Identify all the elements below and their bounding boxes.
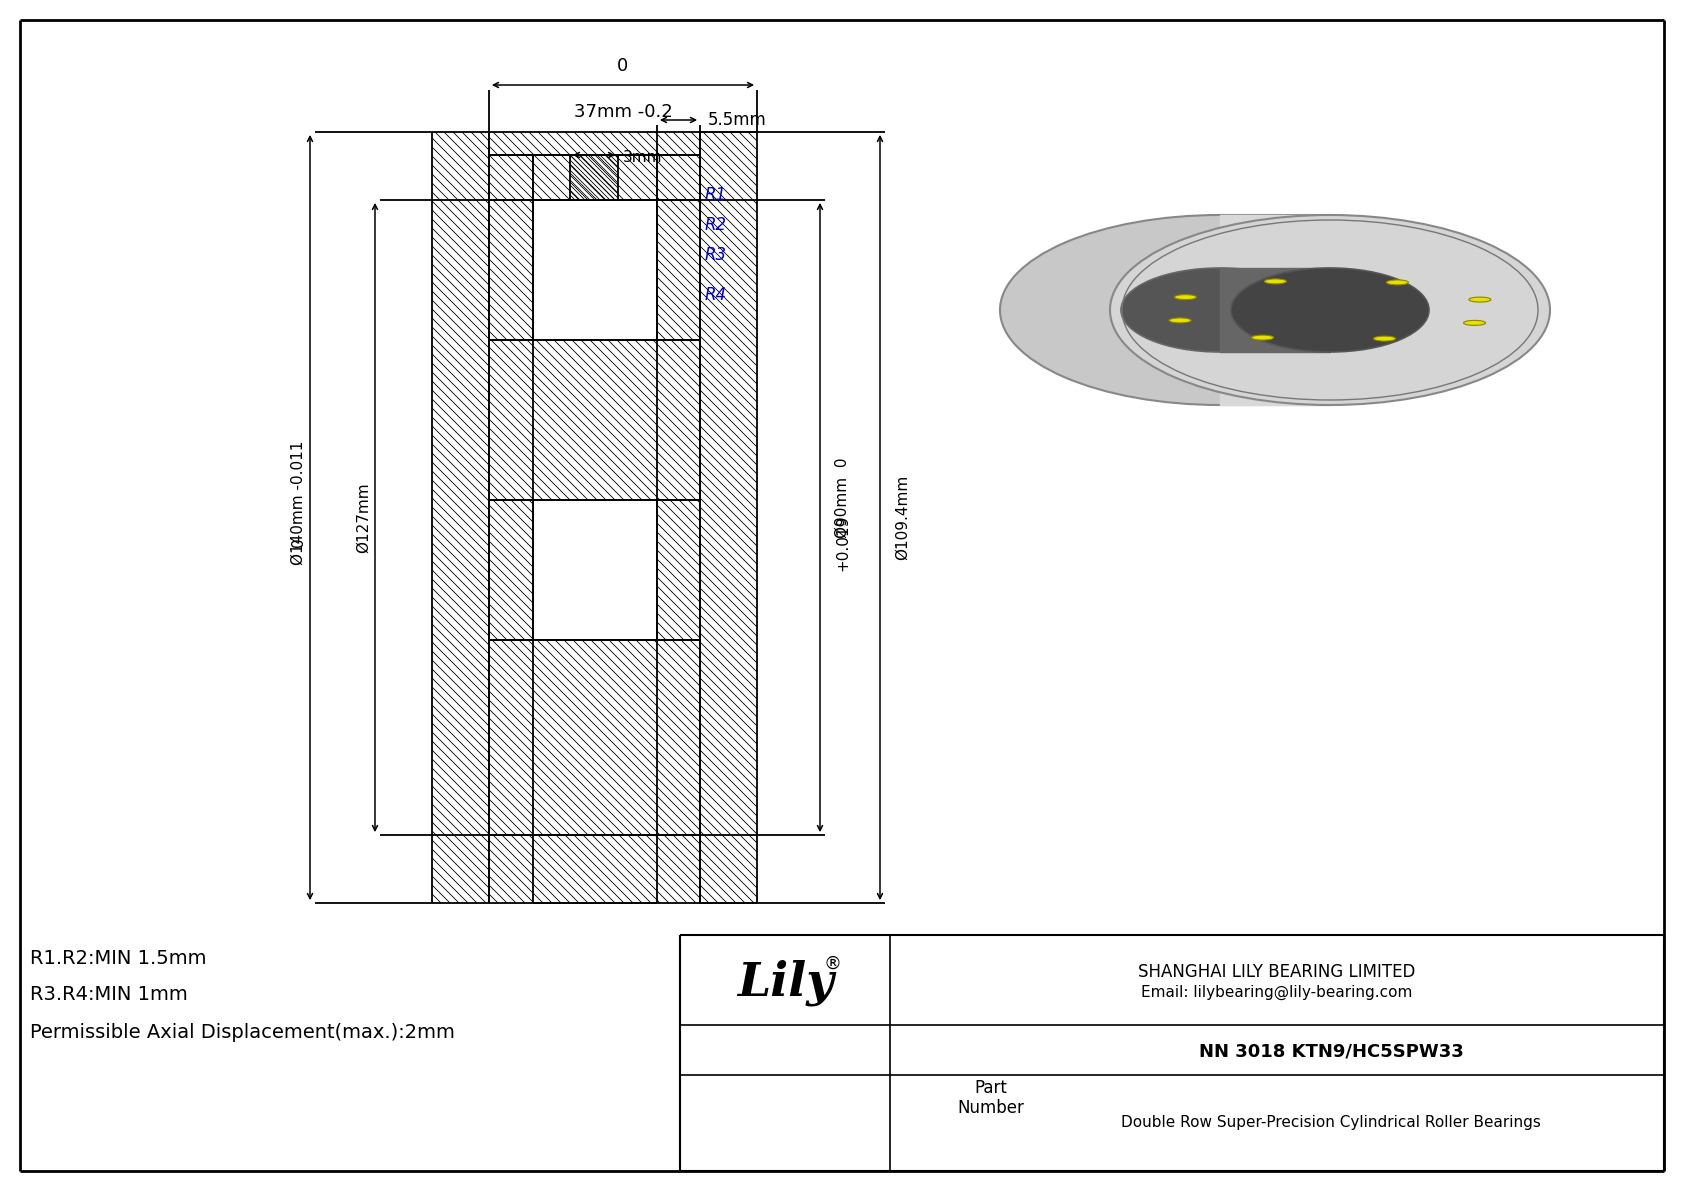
Text: SHANGHAI LILY BEARING LIMITED: SHANGHAI LILY BEARING LIMITED bbox=[1138, 964, 1416, 981]
Ellipse shape bbox=[1374, 336, 1396, 341]
Ellipse shape bbox=[1463, 320, 1485, 325]
Ellipse shape bbox=[1265, 279, 1287, 283]
Text: Part
Number: Part Number bbox=[957, 1079, 1024, 1117]
Text: R3.R4:MIN 1mm: R3.R4:MIN 1mm bbox=[30, 985, 187, 1004]
Ellipse shape bbox=[1000, 216, 1440, 405]
Ellipse shape bbox=[1386, 280, 1408, 285]
Text: 37mm -0.2: 37mm -0.2 bbox=[574, 102, 672, 121]
Text: +0.019: +0.019 bbox=[835, 515, 850, 570]
Text: 0: 0 bbox=[618, 57, 628, 75]
Ellipse shape bbox=[1174, 294, 1196, 300]
Ellipse shape bbox=[1169, 318, 1191, 323]
Text: Permissible Axial Displacement(max.):2mm: Permissible Axial Displacement(max.):2mm bbox=[30, 1023, 455, 1042]
Text: R1: R1 bbox=[706, 186, 727, 204]
Text: Ø109.4mm: Ø109.4mm bbox=[894, 475, 909, 560]
Text: 0: 0 bbox=[291, 537, 305, 548]
Text: ®: ® bbox=[823, 955, 842, 973]
Text: R4: R4 bbox=[706, 286, 727, 304]
Text: Lily: Lily bbox=[736, 960, 834, 1006]
Ellipse shape bbox=[1251, 335, 1273, 341]
Text: 5.5mm: 5.5mm bbox=[707, 111, 766, 129]
Ellipse shape bbox=[1468, 297, 1490, 303]
Text: Double Row Super-Precision Cylindrical Roller Bearings: Double Row Super-Precision Cylindrical R… bbox=[1122, 1116, 1541, 1130]
Text: Ø127mm: Ø127mm bbox=[355, 482, 370, 553]
Text: R2: R2 bbox=[706, 216, 727, 233]
Text: R1.R2:MIN 1.5mm: R1.R2:MIN 1.5mm bbox=[30, 948, 207, 967]
Ellipse shape bbox=[1122, 268, 1319, 353]
Text: Ø90mm  0: Ø90mm 0 bbox=[835, 457, 850, 538]
Text: 3mm: 3mm bbox=[623, 150, 662, 164]
Text: Ø140mm -0.011: Ø140mm -0.011 bbox=[291, 441, 305, 565]
Text: Email: lilybearing@lily-bearing.com: Email: lilybearing@lily-bearing.com bbox=[1142, 985, 1413, 999]
Ellipse shape bbox=[1110, 216, 1549, 405]
Ellipse shape bbox=[1231, 268, 1430, 353]
Text: NN 3018 KTN9/HC5SPW33: NN 3018 KTN9/HC5SPW33 bbox=[1199, 1043, 1463, 1061]
Text: R3: R3 bbox=[706, 247, 727, 264]
